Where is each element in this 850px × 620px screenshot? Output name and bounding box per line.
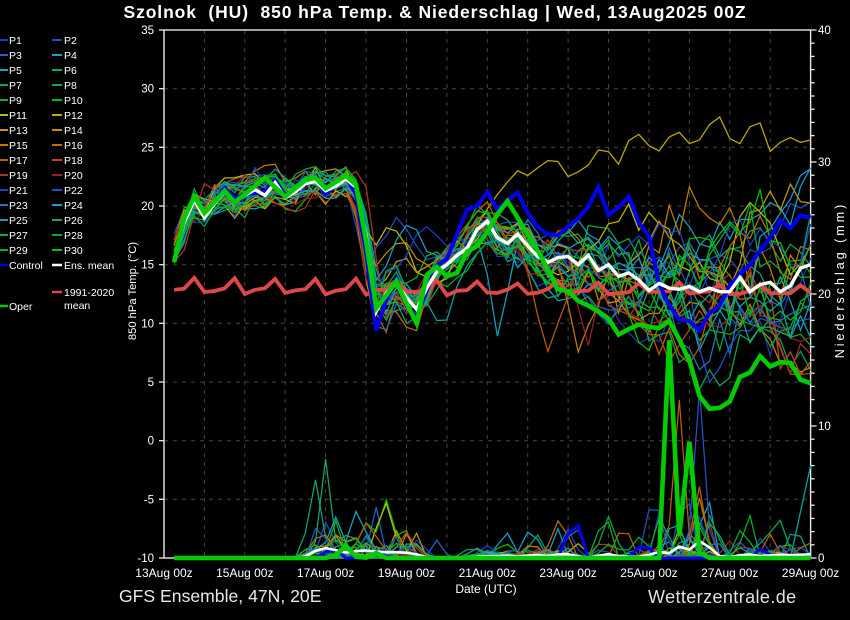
svg-text:0: 0	[148, 436, 154, 448]
svg-text:30: 30	[818, 157, 831, 169]
svg-text:21Aug 00z: 21Aug 00z	[459, 566, 516, 580]
svg-text:P6: P6	[64, 65, 77, 77]
svg-text:Niederschlag (mm): Niederschlag (mm)	[833, 202, 847, 359]
svg-text:25: 25	[141, 142, 154, 154]
svg-text:0: 0	[818, 553, 824, 565]
svg-text:P19: P19	[9, 170, 28, 182]
svg-text:P22: P22	[64, 185, 83, 197]
svg-text:P27: P27	[9, 230, 28, 242]
svg-text:10: 10	[141, 318, 154, 330]
svg-text:P15: P15	[9, 140, 28, 152]
svg-text:P20: P20	[64, 170, 83, 182]
svg-text:-5: -5	[144, 494, 154, 506]
svg-text:P4: P4	[64, 50, 77, 62]
svg-text:Szolnok (HU) 850 hPa Temp. &: Szolnok (HU) 850 hPa Temp. & Niederschla…	[124, 2, 747, 22]
svg-text:P25: P25	[9, 215, 28, 227]
svg-text:Wetterzentrale.de: Wetterzentrale.de	[648, 587, 797, 607]
svg-text:P8: P8	[64, 80, 77, 92]
svg-text:35: 35	[141, 25, 154, 37]
svg-text:P28: P28	[64, 230, 83, 242]
svg-text:P17: P17	[9, 155, 28, 167]
svg-text:20: 20	[141, 201, 154, 213]
svg-text:Control: Control	[9, 260, 43, 272]
svg-text:P13: P13	[9, 125, 28, 137]
svg-text:Date (UTC): Date (UTC)	[455, 582, 516, 596]
svg-text:P16: P16	[64, 140, 83, 152]
svg-text:1991-2020: 1991-2020	[64, 287, 114, 299]
svg-text:29Aug 00z: 29Aug 00z	[782, 566, 839, 580]
svg-text:17Aug 00z: 17Aug 00z	[297, 566, 354, 580]
svg-text:5: 5	[148, 377, 154, 389]
svg-text:P24: P24	[64, 200, 83, 212]
svg-text:P30: P30	[64, 245, 83, 257]
svg-text:mean: mean	[64, 300, 90, 312]
svg-text:P5: P5	[9, 65, 22, 77]
svg-text:Oper: Oper	[9, 301, 33, 313]
svg-text:P3: P3	[9, 50, 22, 62]
svg-text:23Aug 00z: 23Aug 00z	[539, 566, 596, 580]
svg-text:P12: P12	[64, 110, 83, 122]
svg-text:25Aug 00z: 25Aug 00z	[620, 566, 677, 580]
svg-text:15Aug 00z: 15Aug 00z	[216, 566, 273, 580]
svg-text:-10: -10	[137, 553, 154, 565]
svg-text:P23: P23	[9, 200, 28, 212]
svg-text:P21: P21	[9, 185, 28, 197]
svg-text:P2: P2	[64, 35, 77, 47]
svg-text:20: 20	[818, 289, 831, 301]
svg-text:15: 15	[141, 260, 154, 272]
svg-text:P11: P11	[9, 110, 27, 122]
svg-text:GFS Ensemble, 47N, 20E: GFS Ensemble, 47N, 20E	[119, 586, 321, 606]
svg-text:Ens. mean: Ens. mean	[64, 260, 114, 272]
svg-text:850 hPa Temp. (°C): 850 hPa Temp. (°C)	[127, 242, 139, 340]
svg-text:19Aug 00z: 19Aug 00z	[378, 566, 435, 580]
svg-text:13Aug 00z: 13Aug 00z	[135, 566, 192, 580]
svg-text:P18: P18	[64, 155, 83, 167]
svg-text:P9: P9	[9, 95, 22, 107]
svg-text:27Aug 00z: 27Aug 00z	[701, 566, 758, 580]
svg-text:10: 10	[818, 421, 831, 433]
svg-text:P1: P1	[9, 35, 22, 47]
svg-text:P26: P26	[64, 215, 83, 227]
svg-text:P29: P29	[9, 245, 28, 257]
svg-text:P14: P14	[64, 125, 83, 137]
svg-text:P7: P7	[9, 80, 22, 92]
svg-text:30: 30	[141, 84, 154, 96]
svg-text:40: 40	[818, 25, 831, 37]
svg-text:P10: P10	[64, 95, 83, 107]
